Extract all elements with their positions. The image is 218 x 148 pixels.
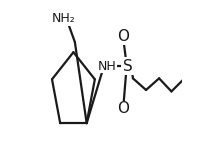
Text: NH₂: NH₂ (52, 12, 76, 25)
Text: S: S (123, 58, 133, 74)
Text: NH: NH (97, 59, 116, 73)
Text: O: O (117, 29, 129, 44)
Text: O: O (117, 101, 129, 116)
